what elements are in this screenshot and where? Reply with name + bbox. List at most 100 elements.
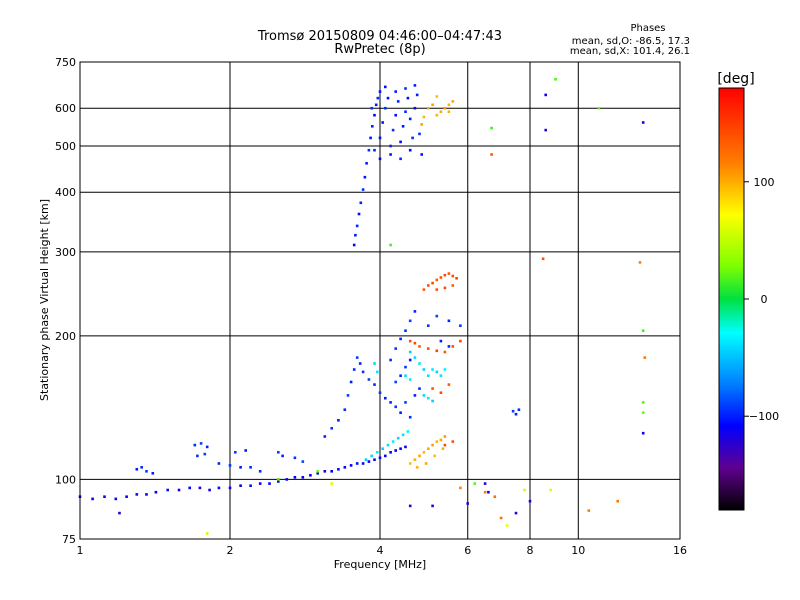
echo-point <box>427 447 430 450</box>
echo-point <box>391 440 395 443</box>
echo-point <box>396 100 400 103</box>
echo-point <box>451 345 455 348</box>
echo-point <box>316 470 319 473</box>
echo-point <box>447 319 451 323</box>
echo-point <box>373 383 376 386</box>
x-tick-label: 8 <box>527 544 534 557</box>
echo-point <box>435 113 439 117</box>
echo-point <box>641 121 645 124</box>
echo-point <box>244 449 247 452</box>
echo-point <box>459 339 462 343</box>
echo-point <box>404 110 407 113</box>
colorbar-ticks: 100 0 −100 <box>744 176 779 423</box>
plot-frame <box>79 61 681 540</box>
echo-point <box>422 115 426 119</box>
echo-point <box>293 476 297 479</box>
echo-point <box>277 451 280 454</box>
echo-point <box>154 490 158 494</box>
colorbar-tick-label: 0 <box>761 293 768 306</box>
echo-point <box>399 411 402 414</box>
echo-point <box>418 387 421 390</box>
echo-point <box>413 458 417 461</box>
echo-point <box>499 516 503 520</box>
x-tick-label: 4 <box>377 544 384 557</box>
echo-point <box>451 100 455 103</box>
echo-point <box>337 468 340 471</box>
echo-point <box>443 106 447 110</box>
echo-point <box>413 341 417 345</box>
echo-point <box>193 443 197 447</box>
echo-point <box>330 427 333 430</box>
y-tick-labels: 75 100 200 300 400 500 600 750 <box>55 56 76 546</box>
echo-point <box>323 435 327 438</box>
echo-point <box>411 136 414 140</box>
echo-point <box>343 466 347 469</box>
echo-point <box>384 454 387 458</box>
echo-point <box>337 419 340 422</box>
echo-point <box>408 378 412 381</box>
echo-point <box>239 484 242 487</box>
echo-point <box>363 175 367 179</box>
echo-point <box>420 153 423 156</box>
echo-point <box>408 350 412 354</box>
echo-point <box>396 436 400 440</box>
colorbar <box>718 87 745 511</box>
echo-point <box>439 276 443 279</box>
echo-point <box>418 345 421 348</box>
y-tick-label: 75 <box>62 533 76 546</box>
echo-point <box>404 445 407 449</box>
echo-point <box>427 324 430 327</box>
echo-point <box>352 368 356 371</box>
echo-point <box>389 401 392 404</box>
echo-point <box>514 412 518 416</box>
echo-point <box>369 136 372 140</box>
x-tick-labels: 1 2 4 6 8 10 16 <box>77 544 688 557</box>
echo-point <box>487 490 490 494</box>
echo-point <box>406 430 410 433</box>
echo-point <box>357 212 361 216</box>
echo-point <box>249 466 252 469</box>
echo-point <box>281 454 284 458</box>
echo-point <box>378 391 382 394</box>
x-tick-label: 10 <box>571 544 585 557</box>
x-tick-label: 1 <box>77 544 84 557</box>
x-tick-label: 6 <box>464 544 471 557</box>
echo-point <box>401 433 405 437</box>
echo-point <box>418 454 421 458</box>
echo-point <box>166 488 169 492</box>
echo-point <box>228 464 232 467</box>
echo-point <box>361 462 365 465</box>
echo-point <box>374 103 378 107</box>
echo-point <box>354 233 357 237</box>
echo-point <box>408 358 412 362</box>
echo-point <box>439 339 443 343</box>
echo-point <box>268 482 271 485</box>
echo-point <box>346 394 350 397</box>
echo-point <box>239 466 242 469</box>
echo-point <box>490 153 493 156</box>
echo-point <box>427 106 430 110</box>
echo-point <box>549 488 552 492</box>
echo-point <box>391 128 395 132</box>
echo-point <box>406 96 410 100</box>
echo-point <box>413 356 417 359</box>
echo-point <box>394 405 397 409</box>
echo-point <box>364 458 368 461</box>
echo-point <box>641 329 645 332</box>
echo-point <box>323 470 327 473</box>
echo-point <box>433 454 436 458</box>
echo-point <box>439 438 443 442</box>
echo-point <box>367 378 371 381</box>
echo-point <box>490 126 493 130</box>
echo-point <box>408 148 412 152</box>
echo-point <box>544 93 547 97</box>
x-axis-label: Frequency [MHz] <box>334 558 426 571</box>
echo-point <box>413 106 417 110</box>
echo-point <box>413 84 417 87</box>
colorbar-tick-label: −100 <box>749 410 779 423</box>
echo-point <box>330 470 333 473</box>
echo-point <box>455 277 458 280</box>
echo-point <box>103 495 106 498</box>
chart-title-line2: RwPretec (8p) <box>334 42 425 57</box>
colorbar-tick-label: 100 <box>754 176 775 189</box>
